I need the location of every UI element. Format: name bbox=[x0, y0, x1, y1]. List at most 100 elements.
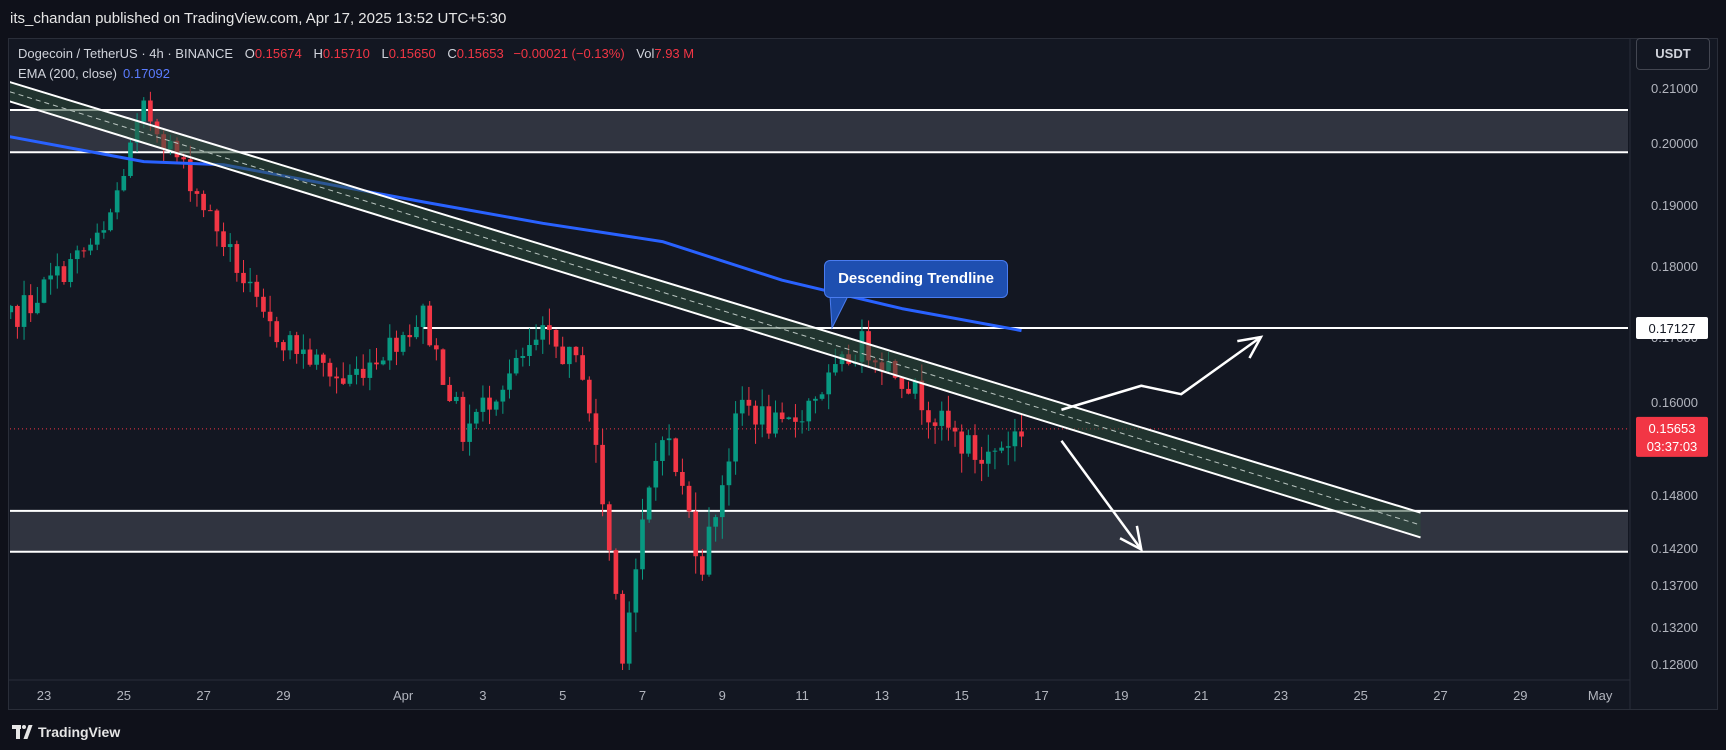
candle bbox=[686, 481, 692, 518]
candle-body bbox=[334, 376, 339, 379]
candle-body bbox=[513, 357, 519, 374]
candle-body bbox=[613, 550, 619, 594]
candle-body bbox=[999, 447, 1004, 451]
candle-body bbox=[813, 398, 818, 401]
candle bbox=[739, 386, 745, 426]
candle bbox=[307, 338, 313, 367]
candle-body bbox=[427, 305, 433, 346]
candle-body bbox=[759, 406, 765, 425]
candle bbox=[394, 330, 399, 366]
candle bbox=[985, 434, 991, 477]
candle bbox=[952, 420, 958, 447]
candle-body bbox=[606, 504, 612, 551]
candle bbox=[620, 590, 625, 670]
candle bbox=[227, 233, 233, 262]
descending-trendline-callout[interactable]: Descending Trendline bbox=[824, 260, 1008, 298]
ema-value: 0.17092 bbox=[123, 66, 170, 81]
candle-body bbox=[713, 517, 718, 527]
candle bbox=[15, 304, 20, 339]
candle-body bbox=[247, 281, 253, 284]
candle bbox=[520, 347, 526, 367]
tradingview-logo[interactable]: TradingView bbox=[12, 724, 120, 740]
x-tick-label: 19 bbox=[1114, 688, 1128, 703]
candle-body bbox=[773, 412, 778, 434]
resistance-price-text: 0.17127 bbox=[1649, 321, 1696, 336]
candle-body bbox=[10, 305, 14, 313]
candle-body bbox=[680, 471, 685, 486]
candle bbox=[926, 401, 931, 439]
candle bbox=[693, 492, 699, 574]
candle-body bbox=[221, 231, 226, 248]
candle-body bbox=[374, 362, 379, 365]
candles-group bbox=[10, 91, 1024, 670]
x-tick-label: 11 bbox=[795, 688, 809, 703]
candle bbox=[314, 349, 319, 370]
candle bbox=[1005, 431, 1011, 466]
candle-body bbox=[626, 612, 632, 664]
candle-body bbox=[88, 244, 93, 251]
candle bbox=[114, 182, 120, 220]
candle-body bbox=[985, 451, 991, 464]
candle bbox=[367, 349, 373, 391]
candle bbox=[793, 404, 798, 438]
footer-bar bbox=[0, 710, 1726, 750]
candle-body bbox=[806, 400, 812, 422]
candle-body bbox=[833, 364, 838, 373]
candle-body bbox=[414, 326, 419, 338]
candle bbox=[68, 253, 73, 288]
candle-body bbox=[733, 413, 738, 462]
candle-body bbox=[1005, 446, 1011, 448]
candle bbox=[959, 424, 965, 473]
candle bbox=[979, 446, 984, 482]
candle bbox=[507, 359, 512, 399]
candle-body bbox=[719, 485, 725, 518]
candle-body bbox=[926, 410, 931, 423]
candle bbox=[939, 401, 945, 441]
trend-channel-line-1 bbox=[10, 81, 1421, 514]
candle-body bbox=[121, 175, 127, 191]
candle-body bbox=[453, 396, 459, 402]
candle-body bbox=[467, 423, 472, 442]
ema-200-line bbox=[10, 135, 1022, 333]
open-label: O bbox=[244, 46, 255, 61]
candle bbox=[540, 316, 546, 354]
candle-body bbox=[61, 266, 67, 283]
candle-body bbox=[94, 232, 100, 245]
tradingview-logo-icon bbox=[12, 725, 34, 739]
candle-body bbox=[746, 399, 752, 406]
ema-label[interactable]: EMA (200, close) bbox=[18, 66, 117, 81]
high-label: H bbox=[313, 46, 323, 61]
bearish-projection-arrow bbox=[1060, 440, 1143, 551]
candle-body bbox=[739, 399, 745, 414]
candle bbox=[773, 400, 778, 438]
x-tick-label: 25 bbox=[1353, 688, 1367, 703]
candle bbox=[301, 334, 306, 369]
x-tick-label: 9 bbox=[719, 688, 726, 703]
candle bbox=[247, 267, 253, 293]
candle bbox=[254, 274, 260, 308]
candle-body bbox=[919, 380, 925, 411]
candle bbox=[74, 245, 80, 274]
candle-body bbox=[148, 100, 153, 122]
candle-body bbox=[586, 379, 592, 414]
candle bbox=[194, 188, 200, 207]
candle-body bbox=[307, 349, 313, 365]
candle bbox=[274, 316, 280, 348]
candle bbox=[374, 347, 379, 370]
candle bbox=[753, 400, 758, 444]
resistance-price-tag bbox=[1636, 316, 1708, 339]
x-tick-label: 5 bbox=[559, 688, 566, 703]
last-price-text: 0.15653 bbox=[1649, 421, 1696, 436]
candle-body bbox=[241, 272, 246, 284]
currency-button[interactable]: USDT bbox=[1636, 38, 1710, 70]
candle bbox=[493, 399, 499, 416]
x-tick-label: 27 bbox=[1433, 688, 1447, 703]
candle-body bbox=[799, 421, 805, 423]
x-tick-label: 23 bbox=[37, 688, 51, 703]
candle bbox=[1019, 414, 1024, 448]
candle-body bbox=[600, 444, 605, 505]
symbol-title[interactable]: Dogecoin / TetherUS · 4h · BINANCE bbox=[18, 46, 234, 61]
candle-body bbox=[473, 411, 479, 424]
candle bbox=[340, 362, 346, 386]
